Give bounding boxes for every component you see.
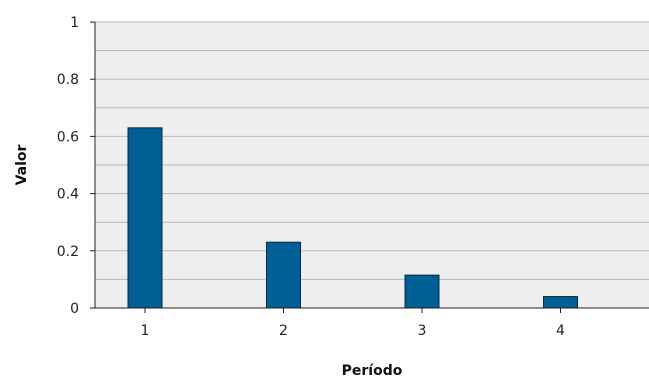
axes xyxy=(90,21,649,313)
x-axis-title: Período xyxy=(342,363,403,379)
bar-4 xyxy=(543,296,578,309)
bars xyxy=(127,127,578,309)
y-tick-label: 0.8 xyxy=(57,72,79,88)
x-tick-label: 4 xyxy=(556,323,565,339)
y-tick-label: 0 xyxy=(70,301,79,317)
bar-2 xyxy=(266,241,301,309)
y-tick-label: 0.4 xyxy=(57,187,79,203)
x-tick-label: 3 xyxy=(418,323,427,339)
x-tick-label: 1 xyxy=(141,323,150,339)
y-tick-label: 0.6 xyxy=(57,129,79,145)
tick-labels: 0 0.2 0.4 0.6 0.8 1 1 2 3 4 xyxy=(57,15,565,339)
y-axis-title: Valor xyxy=(14,144,30,185)
gridlines xyxy=(95,21,649,280)
bar-1 xyxy=(127,127,163,309)
x-tick-label: 2 xyxy=(279,323,288,339)
bar-3 xyxy=(404,274,440,309)
y-tick-label: 0.2 xyxy=(57,244,79,260)
y-tick-label: 1 xyxy=(70,15,79,31)
